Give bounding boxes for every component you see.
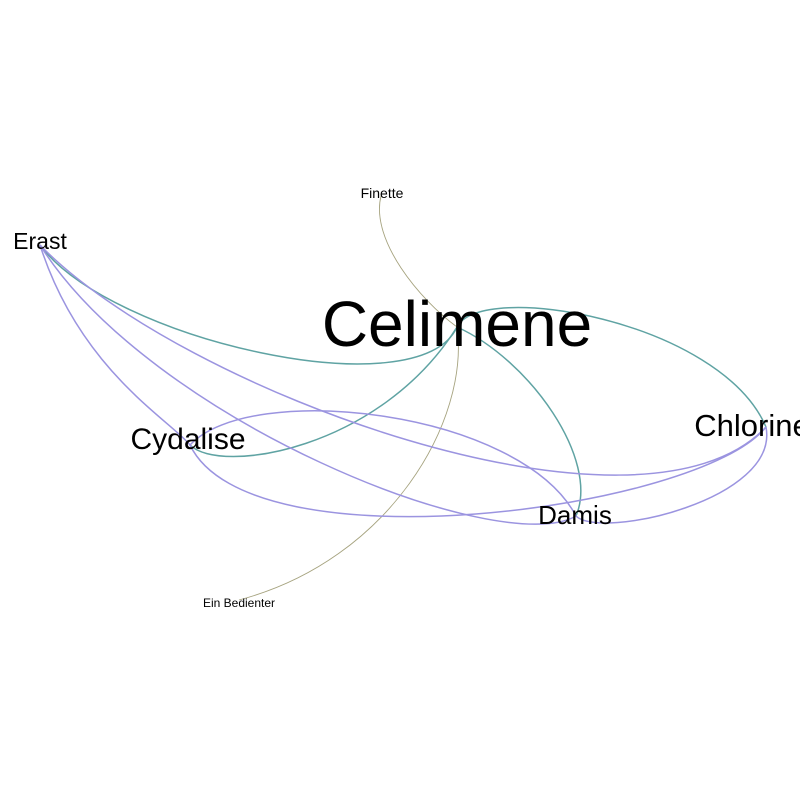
label-layer: Celimene Erast Cydalise Chlorine Damis F… bbox=[13, 185, 800, 610]
edge-finette-celimene bbox=[379, 195, 458, 328]
node-label-damis: Damis bbox=[538, 500, 612, 530]
edge-erast-chlorine bbox=[39, 244, 767, 476]
edge-celimene-chlorine bbox=[456, 306, 767, 428]
edge-cydalise-damis bbox=[189, 410, 577, 517]
edge-celimene-cydalise bbox=[189, 326, 458, 458]
node-label-celimene: Celimene bbox=[322, 288, 592, 360]
node-label-cydalise: Cydalise bbox=[130, 423, 245, 456]
edge-erast-damis bbox=[39, 244, 577, 525]
node-label-finette: Finette bbox=[361, 185, 404, 201]
node-label-bedienter: Ein Bedienter bbox=[203, 596, 275, 610]
edge-celimene-bedienter bbox=[238, 326, 459, 601]
node-label-chlorine: Chlorine bbox=[694, 408, 800, 443]
node-label-erast: Erast bbox=[13, 228, 67, 254]
edge-erast-cydalise bbox=[39, 244, 191, 446]
edge-celimene-damis bbox=[456, 326, 582, 517]
edge-damis-chlorine bbox=[575, 426, 768, 524]
edge-layer bbox=[39, 195, 768, 601]
edge-cydalise-chlorine bbox=[189, 426, 767, 518]
